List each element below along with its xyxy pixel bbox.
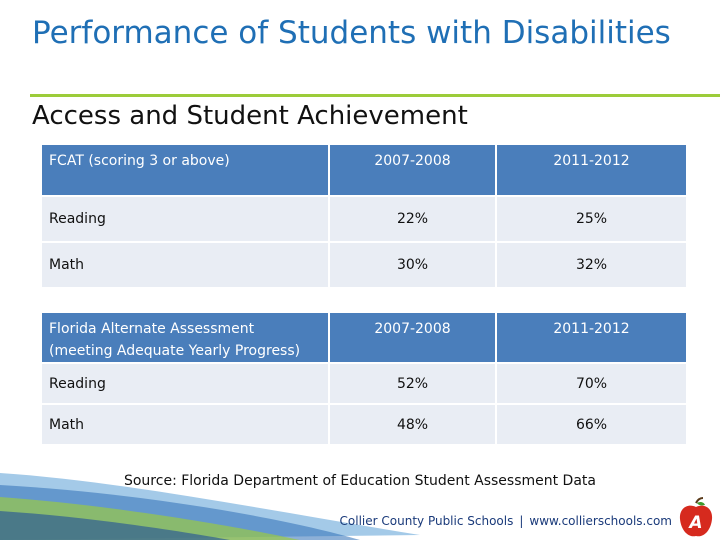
apple-icon: A xyxy=(679,497,713,537)
table-row: Reading 52% 70% xyxy=(42,364,688,405)
row-value-year-1: 48% xyxy=(330,405,497,446)
footer: Collier County Public Schools | www.collie… xyxy=(340,514,672,528)
footer-separator: | xyxy=(519,514,524,528)
table-row: Math 48% 66% xyxy=(42,405,688,446)
table-row: Reading 22% 25% xyxy=(42,197,688,243)
row-label: Math xyxy=(42,405,330,446)
footer-url[interactable]: www.collierschools.com xyxy=(529,514,672,528)
table-row: Math 30% 32% xyxy=(42,243,688,289)
row-value-year-1: 22% xyxy=(330,197,497,243)
source-note: Source: Florida Department of Education … xyxy=(123,473,596,489)
header-year-1: 2007-2008 xyxy=(330,313,497,364)
decorative-swoosh xyxy=(0,473,420,540)
page-title: Performance of Students with Disabilitie… xyxy=(32,15,671,51)
header-year-2: 2011-2012 xyxy=(497,313,688,364)
page-subtitle: Access and Student Achievement xyxy=(32,101,468,131)
row-label: Math xyxy=(42,243,330,289)
row-value-year-2: 70% xyxy=(497,364,688,405)
row-value-year-1: 30% xyxy=(330,243,497,289)
header-year-1: 2007-2008 xyxy=(330,145,497,197)
footer-org: Collier County Public Schools xyxy=(339,514,514,528)
row-label: Reading xyxy=(42,197,330,243)
header-year-2: 2011-2012 xyxy=(497,145,688,197)
table-header-row: FCAT (scoring 3 or above) 2007-2008 2011… xyxy=(42,145,688,197)
row-value-year-2: 25% xyxy=(497,197,688,243)
header-label: Florida Alternate Assessment (meeting Ad… xyxy=(42,313,330,364)
title-divider xyxy=(30,94,720,97)
fcat-table: FCAT (scoring 3 or above) 2007-2008 2011… xyxy=(42,145,688,289)
row-value-year-2: 66% xyxy=(497,405,688,446)
row-value-year-2: 32% xyxy=(497,243,688,289)
row-value-year-1: 52% xyxy=(330,364,497,405)
header-label: FCAT (scoring 3 or above) xyxy=(42,145,330,197)
table-header-row: Florida Alternate Assessment (meeting Ad… xyxy=(42,313,688,364)
logo-letter: A xyxy=(687,513,702,533)
row-label: Reading xyxy=(42,364,330,405)
alternate-assessment-table: Florida Alternate Assessment (meeting Ad… xyxy=(42,313,688,446)
